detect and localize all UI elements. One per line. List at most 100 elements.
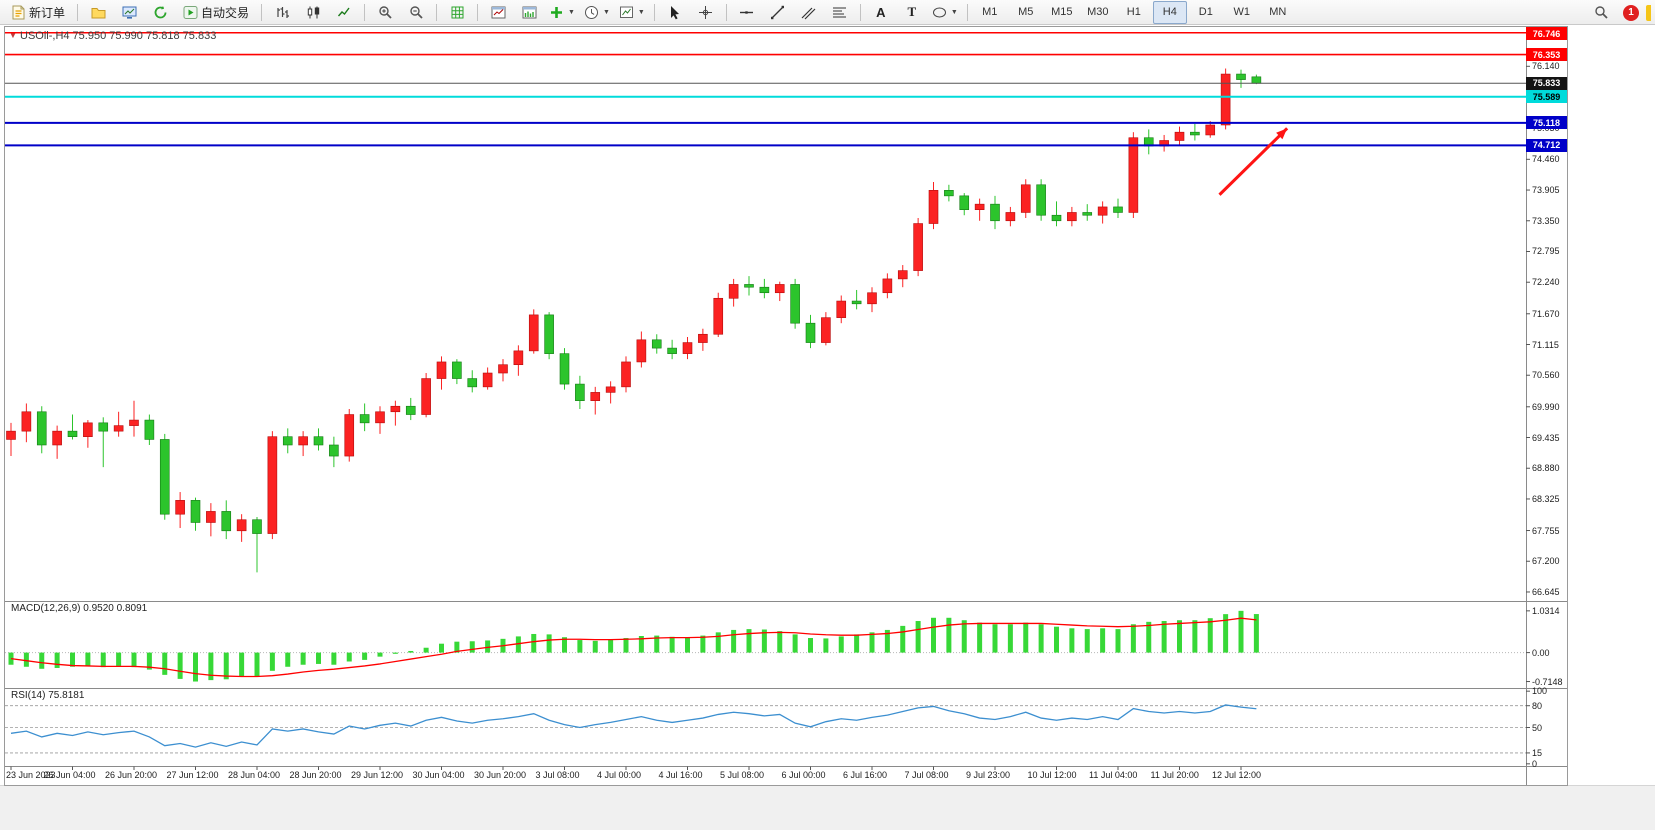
candle-body [329, 444, 339, 457]
macd-bar [131, 652, 137, 668]
candle-body [1220, 73, 1231, 126]
timeframe-button-h4[interactable]: H4 [1152, 0, 1187, 24]
candlestick-mode-button[interactable] [298, 1, 328, 24]
current-price-tag[interactable]: 75.833 [1526, 76, 1567, 90]
price-tag-75.589[interactable]: 75.589 [1526, 90, 1567, 104]
price-tick: 70.560 [1532, 370, 1560, 381]
macd-bar [1207, 618, 1213, 653]
template-button[interactable]: ▼ [615, 1, 649, 24]
candle-body [1082, 212, 1093, 216]
macd-bar [792, 634, 798, 653]
price-tick: 71.670 [1532, 308, 1560, 319]
candle-body [867, 292, 877, 305]
macd-bar [1023, 622, 1029, 653]
candle-body [990, 203, 1000, 222]
label-tool-label: T [907, 4, 917, 19]
toolbar-separator [653, 3, 655, 21]
candle-body [1051, 214, 1062, 222]
fibonacci-tool-button[interactable] [825, 1, 855, 24]
arrow-annotation-line[interactable] [1218, 127, 1289, 196]
candle-body [928, 190, 939, 224]
macd-bar [285, 652, 291, 667]
price-tag-75.118[interactable]: 75.118 [1526, 116, 1567, 130]
toolbar-separator [725, 3, 727, 21]
channel-tool-button[interactable] [794, 1, 824, 24]
time-axis[interactable]: 23 Jun 2023 26 Jun 04:00 26 Jun 20:00 27 Ju… [5, 768, 1526, 785]
auto-trading-button[interactable]: 自动交易 [176, 1, 256, 24]
timeframe-button-d1[interactable]: D1 [1198, 6, 1213, 18]
macd-bar [223, 652, 229, 680]
macd-bar [669, 636, 675, 653]
macd-bar [239, 652, 245, 677]
market-watch-button[interactable] [114, 1, 144, 24]
search-button[interactable] [1586, 1, 1616, 24]
crosshair-tool-button[interactable] [691, 1, 721, 24]
time-axis-label: 23 Jun 2023 [6, 770, 56, 780]
timeframe-button-w1[interactable]: W1 [1233, 6, 1251, 18]
candle-body [359, 414, 370, 424]
rsi-tick: 15 [1532, 747, 1543, 758]
indicator-window-button[interactable] [514, 1, 544, 24]
macd-bar [269, 652, 275, 671]
time-axis-label: 27 Jun 12:00 [166, 770, 219, 780]
timeframe-button-m5[interactable]: M5 [1018, 6, 1034, 18]
trendline-tool-button[interactable] [763, 1, 793, 24]
price-tag-74.712[interactable]: 74.712 [1526, 138, 1567, 152]
chart-plot[interactable] [5, 27, 1567, 785]
macd-bar [1084, 629, 1090, 653]
timeframe-button-m15[interactable]: M15 [1051, 6, 1073, 18]
candle-body [52, 430, 62, 446]
timeframe-button-m1[interactable]: M1 [982, 6, 998, 18]
macd-bar [531, 633, 537, 653]
price-axis[interactable]: 76.14075.58575.03074.46073.90573.35072.7… [1526, 27, 1567, 785]
macd-bar [546, 634, 552, 653]
label-tool-button[interactable]: T [897, 1, 927, 24]
grid-icon [451, 6, 464, 18]
candle-body [821, 317, 831, 343]
price-tag-76.746[interactable]: 76.746 [1526, 27, 1567, 40]
candle-body [636, 339, 647, 363]
candle-body [575, 383, 585, 401]
zoom-in-button[interactable] [370, 1, 400, 24]
refresh-button[interactable] [145, 1, 175, 24]
macd-bar [761, 629, 767, 653]
hline-tool-button[interactable] [732, 1, 762, 24]
arrow-annotation-head[interactable] [1276, 128, 1288, 140]
line-chart-mode-button[interactable] [329, 1, 359, 24]
candle-body [129, 419, 139, 426]
period-selector-button[interactable]: ▼ [580, 1, 614, 24]
timeframe-button-m30[interactable]: M30 [1087, 6, 1109, 18]
macd-bar [1100, 628, 1106, 653]
channel-icon [801, 7, 816, 19]
add-indicator-button[interactable]: ▼ [545, 1, 579, 24]
price-tick: 69.990 [1532, 401, 1560, 412]
price-tag-76.353[interactable]: 76.353 [1526, 48, 1567, 61]
timeframe-button-mn[interactable]: MN [1269, 6, 1287, 18]
macd-bar [946, 617, 952, 653]
time-axis-label: 28 Jun 04:00 [228, 770, 281, 780]
text-tool-button[interactable]: A [866, 1, 896, 24]
candle-body [1036, 184, 1046, 216]
profiles-button[interactable] [83, 1, 113, 24]
time-axis-label: 4 Jul 16:00 [658, 770, 703, 780]
grid-toggle-button[interactable] [442, 1, 472, 24]
macd-bar [562, 637, 567, 653]
candle-body [113, 425, 124, 432]
notification-badge[interactable]: 1 [1623, 4, 1639, 21]
chat-icon[interactable] [1646, 4, 1651, 21]
chart-title: USOil-,H4 75.950 75.990 75.818 75.833 [20, 30, 217, 42]
cursor-tool-button[interactable] [660, 1, 690, 24]
candle-body [1097, 206, 1108, 216]
timeframe-button-h1[interactable]: H1 [1126, 6, 1141, 18]
time-axis-label: 9 Jul 23:00 [966, 770, 1011, 780]
bar-chart-mode-button[interactable] [267, 1, 297, 24]
one-click-trading-toggle[interactable]: ▼ [9, 31, 17, 40]
ellipse-shape-icon [932, 7, 946, 17]
status-strip [0, 785, 1655, 830]
crosshair-icon [699, 5, 713, 19]
new-order-button[interactable]: 新订单 [4, 1, 72, 24]
zoom-out-button[interactable] [401, 1, 431, 24]
shapes-tool-button[interactable]: ▼ [928, 1, 962, 24]
candle-body [436, 361, 447, 379]
tile-windows-button[interactable] [483, 1, 513, 24]
